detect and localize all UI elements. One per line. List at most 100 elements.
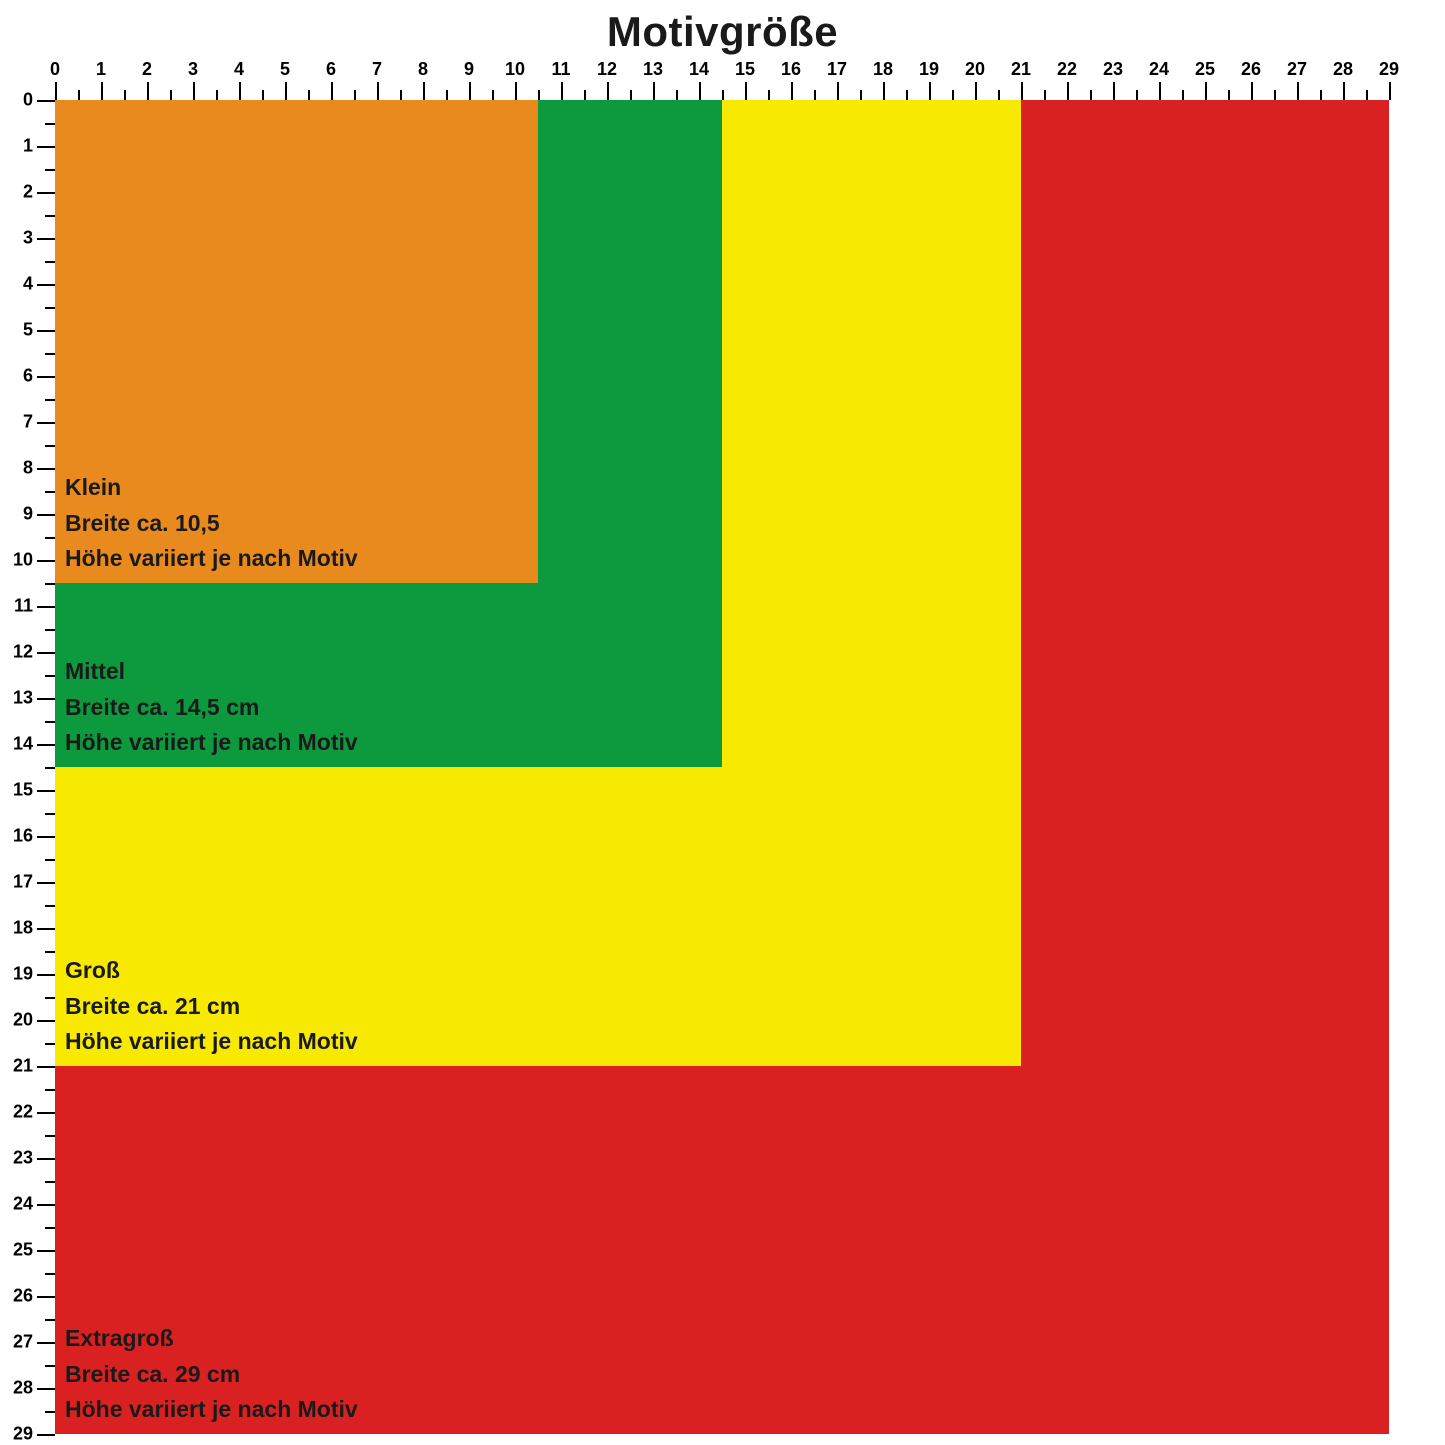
ruler-tick-minor xyxy=(45,905,55,907)
ruler-tick xyxy=(37,1158,55,1160)
ruler-tick xyxy=(37,1250,55,1252)
ruler-tick xyxy=(1067,82,1069,100)
ruler-tick xyxy=(331,82,333,100)
ruler-tick xyxy=(37,698,55,700)
ruler-tick xyxy=(37,790,55,792)
ruler-tick-minor xyxy=(308,90,310,100)
ruler-tick xyxy=(699,82,701,100)
ruler-tick xyxy=(37,836,55,838)
ruler-tick-minor xyxy=(45,813,55,815)
ruler-tick-minor xyxy=(45,169,55,171)
ruler-tick-minor xyxy=(998,90,1000,100)
ruler-label: 5 xyxy=(23,320,33,341)
ruler-tick-minor xyxy=(1090,90,1092,100)
ruler-label: 15 xyxy=(735,59,755,80)
ruler-tick xyxy=(239,82,241,100)
ruler-label: 8 xyxy=(418,59,428,80)
size-label-klein: KleinBreite ca. 10,5Höhe variiert je nac… xyxy=(65,470,358,577)
ruler-tick xyxy=(975,82,977,100)
ruler-tick-minor xyxy=(45,1273,55,1275)
ruler-tick-minor xyxy=(45,491,55,493)
ruler-tick xyxy=(1113,82,1115,100)
ruler-tick-minor xyxy=(1228,90,1230,100)
ruler-label: 27 xyxy=(13,1332,33,1353)
size-name: Extragroß xyxy=(65,1321,358,1357)
ruler-tick xyxy=(37,192,55,194)
ruler-label: 7 xyxy=(23,412,33,433)
ruler-tick xyxy=(147,82,149,100)
ruler-label: 0 xyxy=(50,59,60,80)
ruler-label: 24 xyxy=(1149,59,1169,80)
ruler-tick xyxy=(1389,82,1391,100)
ruler-tick-minor xyxy=(906,90,908,100)
ruler-tick xyxy=(37,1066,55,1068)
ruler-tick-minor xyxy=(722,90,724,100)
ruler-tick xyxy=(1297,82,1299,100)
ruler-tick xyxy=(37,928,55,930)
ruler-vertical: 0123456789101112131415161718192021222324… xyxy=(15,100,55,1445)
ruler-label: 16 xyxy=(781,59,801,80)
ruler-label: 8 xyxy=(23,458,33,479)
ruler-tick-minor xyxy=(860,90,862,100)
ruler-tick-minor xyxy=(1366,90,1368,100)
size-name: Mittel xyxy=(65,654,358,690)
ruler-tick-minor xyxy=(45,353,55,355)
ruler-tick-minor xyxy=(584,90,586,100)
ruler-label: 23 xyxy=(1103,59,1123,80)
ruler-label: 27 xyxy=(1287,59,1307,80)
ruler-label: 9 xyxy=(23,504,33,525)
ruler-tick-minor xyxy=(45,215,55,217)
ruler-tick xyxy=(37,514,55,516)
ruler-tick xyxy=(37,1112,55,1114)
ruler-tick-minor xyxy=(45,123,55,125)
ruler-label: 29 xyxy=(1379,59,1399,80)
ruler-tick xyxy=(37,1434,55,1436)
size-chart: ExtragroßBreite ca. 29 cmHöhe variiert j… xyxy=(55,100,1415,1445)
ruler-tick xyxy=(37,422,55,424)
ruler-tick-minor xyxy=(630,90,632,100)
ruler-tick-minor xyxy=(814,90,816,100)
ruler-tick xyxy=(883,82,885,100)
ruler-label: 6 xyxy=(326,59,336,80)
ruler-label: 0 xyxy=(23,90,33,111)
size-width: Breite ca. 10,5 xyxy=(65,506,358,542)
ruler-tick xyxy=(37,1388,55,1390)
ruler-tick xyxy=(55,82,57,100)
size-height-note: Höhe variiert je nach Motiv xyxy=(65,541,358,577)
ruler-tick xyxy=(37,238,55,240)
ruler-label: 14 xyxy=(689,59,709,80)
ruler-tick-minor xyxy=(768,90,770,100)
size-name: Klein xyxy=(65,470,358,506)
ruler-label: 12 xyxy=(13,642,33,663)
ruler-label: 2 xyxy=(142,59,152,80)
ruler-tick-minor xyxy=(1320,90,1322,100)
ruler-label: 14 xyxy=(13,734,33,755)
ruler-tick-minor xyxy=(45,629,55,631)
page-title: Motivgröße xyxy=(0,8,1445,56)
ruler-label: 28 xyxy=(13,1378,33,1399)
ruler-label: 19 xyxy=(13,964,33,985)
size-width: Breite ca. 14,5 cm xyxy=(65,690,358,726)
ruler-tick-minor xyxy=(1136,90,1138,100)
ruler-tick xyxy=(607,82,609,100)
ruler-tick-minor xyxy=(446,90,448,100)
ruler-tick-minor xyxy=(45,997,55,999)
ruler-label: 22 xyxy=(1057,59,1077,80)
ruler-label: 12 xyxy=(597,59,617,80)
ruler-tick-minor xyxy=(492,90,494,100)
ruler-tick xyxy=(285,82,287,100)
ruler-label: 1 xyxy=(23,136,33,157)
ruler-tick xyxy=(1021,82,1023,100)
ruler-label: 10 xyxy=(13,550,33,571)
ruler-label: 9 xyxy=(464,59,474,80)
ruler-label: 23 xyxy=(13,1148,33,1169)
ruler-tick-minor xyxy=(45,1181,55,1183)
ruler-label: 18 xyxy=(13,918,33,939)
ruler-tick-minor xyxy=(170,90,172,100)
ruler-tick-minor xyxy=(124,90,126,100)
size-height-note: Höhe variiert je nach Motiv xyxy=(65,1024,358,1060)
ruler-tick-minor xyxy=(78,90,80,100)
ruler-label: 20 xyxy=(13,1010,33,1031)
ruler-label: 25 xyxy=(1195,59,1215,80)
size-width: Breite ca. 21 cm xyxy=(65,989,358,1025)
